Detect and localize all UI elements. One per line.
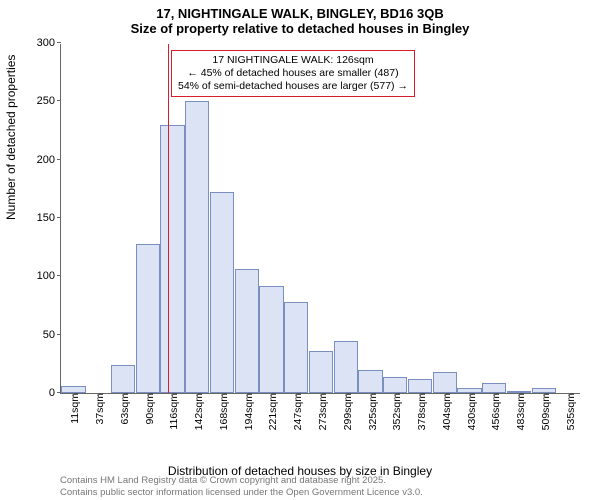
histogram-bar <box>160 125 184 393</box>
x-tick-label: 509sqm <box>536 393 552 430</box>
x-tick-label: 352sqm <box>387 393 403 430</box>
y-tick-mark <box>57 217 61 218</box>
histogram-bar <box>309 351 333 393</box>
x-tick-label: 456sqm <box>486 393 502 430</box>
annotation-line2: ← 45% of detached houses are smaller (48… <box>178 67 408 80</box>
x-tick-label: 116sqm <box>164 393 180 430</box>
x-tick-mark <box>148 394 149 398</box>
x-tick-label: 299sqm <box>338 393 354 430</box>
y-tick-mark <box>57 275 61 276</box>
attribution-line2: Contains public sector information licen… <box>60 487 423 498</box>
histogram-bar <box>408 379 432 393</box>
x-tick-mark <box>445 394 446 398</box>
x-tick-label: 194sqm <box>239 393 255 430</box>
marker-line <box>168 44 170 393</box>
x-tick-label: 535sqm <box>561 393 577 430</box>
histogram-bar <box>433 372 457 393</box>
x-tick-mark <box>371 394 372 398</box>
histogram-bar <box>383 377 407 393</box>
x-tick-mark <box>544 394 545 398</box>
x-tick-label: 221sqm <box>263 393 279 430</box>
x-tick-mark <box>321 394 322 398</box>
histogram-bar <box>358 370 382 393</box>
histogram-bar <box>482 383 506 394</box>
y-tick-label: 0 <box>49 387 61 399</box>
y-tick-mark <box>57 42 61 43</box>
x-tick-mark <box>420 394 421 398</box>
x-tick-label: 273sqm <box>313 393 329 430</box>
x-tick-mark <box>296 394 297 398</box>
x-tick-label: 142sqm <box>189 393 205 430</box>
histogram-bar <box>136 244 160 393</box>
y-axis-label: Number of detached properties <box>4 55 18 220</box>
chart-title-sub: Size of property relative to detached ho… <box>0 21 600 40</box>
annotation-box: 17 NIGHTINGALE WALK: 126sqm ← 45% of det… <box>171 50 415 97</box>
x-tick-label: 325sqm <box>363 393 379 430</box>
x-tick-mark <box>98 394 99 398</box>
x-tick-mark <box>271 394 272 398</box>
chart-title-main: 17, NIGHTINGALE WALK, BINGLEY, BD16 3QB <box>0 0 600 21</box>
x-tick-mark <box>569 394 570 398</box>
y-tick-label: 250 <box>37 95 61 107</box>
y-tick-label: 150 <box>37 212 61 224</box>
y-tick-label: 300 <box>37 37 61 49</box>
y-tick-mark <box>57 159 61 160</box>
x-tick-label: 378sqm <box>412 393 428 430</box>
x-tick-mark <box>470 394 471 398</box>
histogram-bar <box>259 286 283 393</box>
x-tick-mark <box>395 394 396 398</box>
plot-area: 05010015020025030011sqm37sqm63sqm90sqm11… <box>60 44 580 394</box>
attribution-text: Contains HM Land Registry data © Crown c… <box>60 475 423 498</box>
histogram-bar <box>210 192 234 393</box>
x-tick-label: 483sqm <box>511 393 527 430</box>
x-tick-mark <box>247 394 248 398</box>
y-tick-label: 100 <box>37 270 61 282</box>
x-tick-mark <box>519 394 520 398</box>
x-tick-mark <box>172 394 173 398</box>
x-tick-mark <box>197 394 198 398</box>
x-tick-mark <box>222 394 223 398</box>
annotation-line1: 17 NIGHTINGALE WALK: 126sqm <box>178 54 408 67</box>
x-tick-mark <box>73 394 74 398</box>
x-tick-label: 430sqm <box>462 393 478 430</box>
x-tick-label: 247sqm <box>288 393 304 430</box>
y-tick-label: 200 <box>37 154 61 166</box>
x-tick-label: 168sqm <box>214 393 230 430</box>
histogram-bar <box>235 269 259 393</box>
x-tick-mark <box>346 394 347 398</box>
histogram-bar <box>111 365 135 393</box>
x-tick-mark <box>494 394 495 398</box>
histogram-bar <box>334 341 358 394</box>
attribution-line1: Contains HM Land Registry data © Crown c… <box>60 475 423 486</box>
y-tick-label: 50 <box>43 329 61 341</box>
x-tick-mark <box>123 394 124 398</box>
annotation-line3: 54% of semi-detached houses are larger (… <box>178 80 408 93</box>
y-tick-mark <box>57 334 61 335</box>
x-tick-label: 404sqm <box>437 393 453 430</box>
histogram-bar <box>284 302 308 393</box>
y-tick-mark <box>57 100 61 101</box>
histogram-bar <box>185 101 209 393</box>
